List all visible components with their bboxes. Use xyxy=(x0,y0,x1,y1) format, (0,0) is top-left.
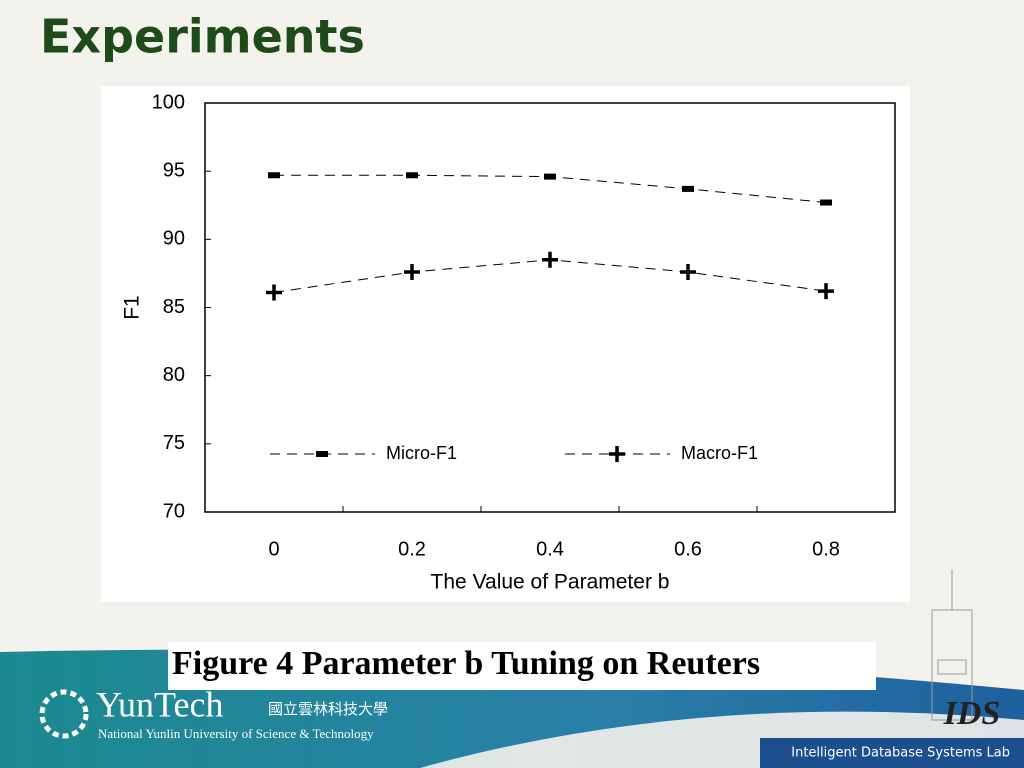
slide-title: Experiments xyxy=(40,10,365,64)
data-point xyxy=(680,264,696,281)
data-point xyxy=(544,173,556,180)
data-point xyxy=(542,251,558,268)
lab-band xyxy=(760,738,1024,768)
x-tick-label: 0.6 xyxy=(674,538,702,560)
logo-chinese: 國立雲林科技大學 xyxy=(268,700,388,718)
data-point xyxy=(820,199,832,206)
y-tick-label: 90 xyxy=(163,228,185,250)
caption: Figure 4 Parameter b Tuning on Reuters xyxy=(172,645,760,682)
x-tick-label: 0.8 xyxy=(812,538,840,560)
y-tick-label: 75 xyxy=(163,432,185,454)
y-tick-label: 80 xyxy=(163,364,185,386)
lab-name: Intelligent Database Systems Lab xyxy=(791,746,1010,761)
data-point xyxy=(268,172,280,179)
logo-icon xyxy=(39,689,89,739)
legend-marker xyxy=(609,446,625,462)
tower xyxy=(931,570,973,721)
y-tick-label: 70 xyxy=(163,500,185,522)
logo-name: YunTech xyxy=(96,684,223,724)
y-tick-label: 85 xyxy=(163,296,185,318)
x-axis-label: The Value of Parameter b xyxy=(431,571,670,594)
data-point xyxy=(404,264,420,281)
data-point xyxy=(682,185,694,192)
x-tick-label: 0 xyxy=(268,538,279,560)
y-tick-label: 100 xyxy=(152,91,185,113)
caption-background xyxy=(168,642,876,690)
chart-background xyxy=(101,86,910,602)
legend-marker xyxy=(316,451,328,457)
legend-label: Micro-F1 xyxy=(386,443,457,463)
chart: 70 75 80 85 90 95 100 0 0.2 0.4 0.6 0.8 The Value of… xyxy=(121,91,896,594)
x-tick-label: 0.2 xyxy=(398,538,426,560)
data-point xyxy=(266,284,282,301)
yuntech-logo: YunTech 國立雲林科技大學 National Yunlin Univers… xyxy=(39,684,388,741)
y-axis-label: F1 xyxy=(121,295,144,320)
logo-subtitle: National Yunlin University of Science & … xyxy=(98,726,374,741)
data-point xyxy=(818,283,834,300)
data-point xyxy=(406,172,418,179)
y-tick-label: 95 xyxy=(163,159,185,181)
legend-label: Macro-F1 xyxy=(681,443,758,463)
x-tick-label: 0.4 xyxy=(536,538,564,560)
lab-logo: IDS xyxy=(943,695,1001,732)
